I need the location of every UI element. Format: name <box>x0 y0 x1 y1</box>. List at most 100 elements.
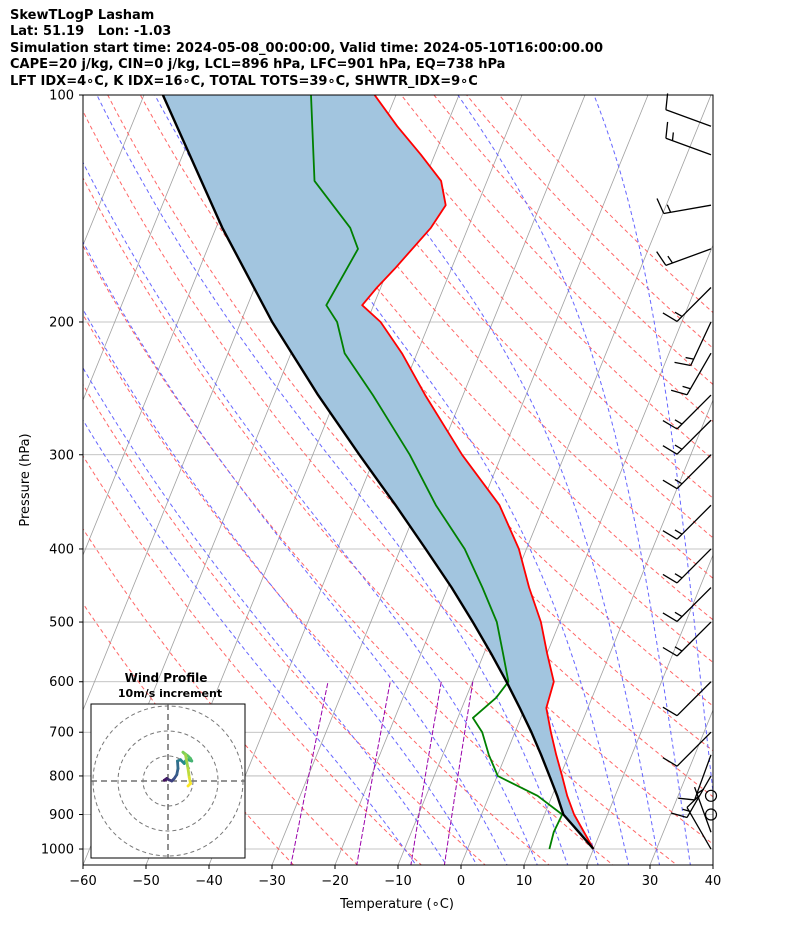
barb-staff <box>693 754 712 801</box>
barb-flag-half <box>682 385 691 390</box>
x-tick-label: −50 <box>132 874 159 889</box>
y-tick-label: 300 <box>49 448 74 463</box>
barb-flag-full <box>662 612 678 623</box>
barb-staff <box>676 548 712 584</box>
moist-adiabat-30 <box>327 95 661 865</box>
wind-barb <box>662 287 712 322</box>
barb-flag-half <box>674 611 683 618</box>
wind-barb <box>670 352 712 396</box>
barb-flag-full <box>662 757 678 767</box>
x-tick-label: 30 <box>642 874 659 889</box>
hodograph-segment <box>184 753 190 770</box>
barb-staff <box>665 109 712 127</box>
moist-adiabat-15 <box>96 95 569 865</box>
barb-staff <box>686 352 712 396</box>
barb-staff <box>676 504 712 540</box>
dry-adiabat--10 <box>83 455 423 865</box>
moist-adiabat-35 <box>457 95 691 865</box>
barb-flag-half <box>685 356 694 360</box>
dry-adiabat-170 <box>498 95 713 314</box>
y-tick-label: 700 <box>49 726 74 741</box>
hodograph-ring-20 <box>117 730 219 832</box>
y-tick-label: 900 <box>49 808 74 823</box>
x-tick-label: 0 <box>457 874 465 889</box>
wind-barb <box>662 504 712 540</box>
barb-staff <box>676 419 712 455</box>
dry-adiabat-50 <box>107 95 713 798</box>
barb-flag-full <box>662 419 678 430</box>
barb-flag-full <box>662 530 678 540</box>
y-axis-label: Pressure (hPa) <box>18 433 33 526</box>
barb-staff <box>690 321 712 366</box>
barb-staff <box>693 786 712 833</box>
y-tick-label: 1000 <box>41 843 74 858</box>
axes-ticks: −60 −50 −40 −30 −20 −10 0 10 20 30 40 100 200 300 400 5… <box>41 89 721 890</box>
isotherm--20 <box>334 95 649 865</box>
mixing-ratio-1 <box>356 681 391 865</box>
dry-adiabat-100 <box>270 95 713 579</box>
barb-flag-half <box>674 311 683 318</box>
wind-barb <box>670 775 712 819</box>
hodograph-ring-30 <box>92 705 244 857</box>
wind-barb <box>674 321 712 367</box>
wind-barb <box>662 731 712 767</box>
barb-staff <box>676 394 712 430</box>
y-tick-label: 600 <box>49 675 74 690</box>
wind-barb <box>662 681 712 717</box>
barb-staff <box>676 454 712 490</box>
temperature-line <box>361 95 595 850</box>
barb-flag-half <box>674 646 683 652</box>
barb-flag-half <box>667 255 674 264</box>
wind-barb <box>662 621 712 657</box>
y-tick-label: 800 <box>49 769 74 784</box>
chart-header: SkewTLogP Lasham Lat: 51.19 Lon: -1.03 S… <box>10 8 603 90</box>
barb-flag-full <box>662 646 678 657</box>
x-tick-label: 10 <box>516 874 533 889</box>
x-tick-label: −20 <box>321 874 348 889</box>
isotherm--90 <box>83 95 208 402</box>
wind-barb <box>665 121 712 156</box>
wind-barb <box>704 808 718 821</box>
hodograph-plot <box>91 704 245 858</box>
hodograph-title: Wind Profile <box>125 671 208 685</box>
barb-flag-full <box>662 445 678 455</box>
wind-barb <box>662 548 712 584</box>
cape-fill-layer <box>162 95 594 849</box>
dry-adiabat-130 <box>368 95 713 461</box>
dewpoint-line <box>310 95 564 850</box>
barb-flag-half <box>674 444 683 450</box>
barb-flag-half <box>674 478 683 485</box>
barb-flag-full <box>670 812 688 819</box>
chart-title: SkewTLogP Lasham <box>10 8 155 23</box>
calm-circle <box>704 789 718 802</box>
isotherm-20 <box>586 553 713 865</box>
calm-circle <box>704 808 718 821</box>
x-tick-label: 40 <box>705 874 722 889</box>
barb-staff <box>676 287 712 322</box>
isotherm-30 <box>649 708 713 865</box>
wind-barb <box>656 248 712 266</box>
mixing-ratio-2 <box>410 681 442 865</box>
wind-barbs <box>656 93 718 850</box>
isotherm-0 <box>460 244 713 865</box>
barb-flag-full <box>665 121 669 139</box>
moist-adiabat-40 <box>593 95 713 797</box>
barb-staff <box>663 204 712 215</box>
barb-flag-full <box>665 93 669 110</box>
wind-barb <box>704 789 718 802</box>
barb-flag-half <box>671 132 674 141</box>
barb-flag-full <box>670 389 688 396</box>
wind-barb <box>686 795 712 850</box>
moist-adiabat--5 <box>83 366 448 865</box>
dry-adiabat-30 <box>83 176 678 865</box>
wind-barb <box>656 198 712 215</box>
y-tick-label: 400 <box>49 542 74 557</box>
barb-flag-full <box>656 198 665 214</box>
dry-adiabat-0 <box>83 383 486 865</box>
parcel-line <box>161 95 595 850</box>
indices-line: LFT IDX=4∘C, K IDX=16∘C, TOTAL TOTS=39∘C… <box>10 73 478 89</box>
isotherm--100 <box>83 95 145 247</box>
isotherm--10 <box>397 95 712 865</box>
dry-adiabat-160 <box>465 95 713 349</box>
x-tick-label: −40 <box>195 874 222 889</box>
